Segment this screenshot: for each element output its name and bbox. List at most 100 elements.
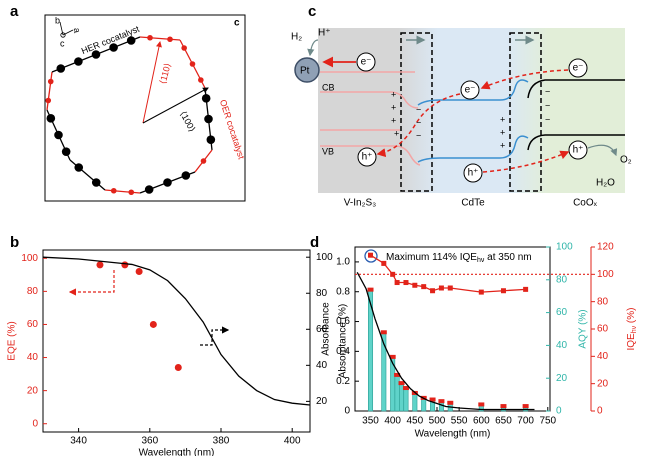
data-marker: [447, 285, 453, 291]
cocatalyst-dot: [181, 45, 187, 51]
data-point: [96, 261, 104, 269]
oxygen: O₂: [620, 155, 632, 166]
panel-label: d: [310, 234, 319, 251]
highlight-circle: [364, 249, 378, 263]
y-tick-label: 100: [316, 252, 333, 263]
charge: −: [545, 114, 550, 124]
transfer-path: [482, 150, 570, 173]
cocatalyst-dot: [200, 158, 207, 164]
bar: [412, 392, 418, 412]
cocatalyst-dot: [91, 178, 101, 187]
panel-a: a b a c c ⟨110⟩ ⟨100⟩ HER cocatalyst OER…: [10, 3, 247, 202]
region-coox: [548, 28, 625, 193]
panel-c: c Pt H⁺ H₂ CB VB e⁻ h⁺ e⁻ h⁺ e⁻: [291, 3, 632, 209]
cocatalyst-dot: [46, 114, 56, 123]
y-tick-label: 0: [597, 406, 603, 417]
cocatalyst-dot: [144, 185, 154, 194]
cocatalyst-dot: [56, 64, 66, 73]
bar-marker: [394, 372, 401, 377]
facet: [104, 189, 141, 194]
bar-marker: [402, 386, 409, 391]
data-point: [149, 320, 157, 328]
cocatalyst-dot: [163, 178, 172, 187]
charge: +: [500, 114, 505, 124]
y-tick-label: 100: [597, 269, 614, 280]
h2-arrow: [307, 39, 319, 57]
cb-label: CB: [322, 82, 335, 92]
charge: −: [416, 117, 421, 127]
pt-label: Pt: [300, 66, 310, 77]
axis-pointer: [200, 326, 230, 346]
vb-band: [320, 129, 421, 166]
y-tick-label: 20: [556, 373, 568, 384]
bar-marker: [389, 354, 396, 359]
cocatalyst-dot: [47, 78, 54, 85]
x-tick-label: 650: [495, 416, 512, 427]
cocatalyst-dot: [74, 163, 84, 172]
cocatalyst-dot: [110, 187, 117, 194]
y-tick-label: 60: [556, 307, 568, 318]
x-tick-label: 750: [539, 416, 556, 427]
bar-marker: [500, 404, 507, 409]
cocatalyst-dot: [198, 77, 204, 83]
label-part: at 350 nm: [484, 252, 531, 263]
charge: +: [391, 89, 396, 99]
label-part: (%): [626, 308, 637, 326]
y-tick-label: 40: [597, 351, 609, 362]
crystal-outline: [45, 34, 216, 196]
bar-marker: [438, 399, 445, 404]
y-tick-label: 80: [597, 296, 609, 307]
cocatalyst-dot: [126, 36, 136, 45]
y-axis-label: EQE (%): [7, 321, 18, 360]
data-point: [174, 363, 182, 371]
charge: −: [545, 100, 550, 110]
x-tick-label: 450: [406, 416, 423, 427]
y-tick-label: 40: [556, 340, 568, 351]
cocatalyst-dot: [147, 34, 153, 41]
bar-marker: [380, 330, 387, 335]
coox-band: [527, 79, 625, 151]
y-tick-label: 60: [597, 324, 609, 335]
x-tick-label: 400: [284, 436, 301, 447]
y-tick-label: 0.2: [336, 376, 350, 387]
charge: −: [416, 130, 421, 140]
axis-label: a: [72, 27, 83, 34]
charge: −: [545, 86, 550, 96]
data-marker: [368, 252, 374, 258]
facet: [69, 159, 106, 191]
y-tick-label: 80: [27, 286, 39, 297]
x-tick-label: 700: [517, 416, 534, 427]
direction-arrow: [142, 87, 209, 124]
data-marker: [412, 282, 418, 288]
transfer-path: [376, 93, 461, 158]
y-axis-label: Absorptance (%): [338, 304, 349, 378]
panel-label: c: [308, 3, 316, 20]
y-tick-label: 100: [556, 242, 573, 253]
material-label: V-In₂S₃: [344, 198, 376, 209]
bar-marker: [522, 404, 529, 409]
data-marker: [421, 284, 427, 290]
y-tick-label: 0: [32, 418, 38, 429]
proton: H⁺: [318, 28, 331, 39]
x-tick-label: 550: [451, 416, 468, 427]
charge: +: [391, 115, 396, 125]
electron: e⁻: [465, 85, 476, 96]
cocatalyst-dot: [91, 50, 101, 59]
bar-marker: [447, 400, 454, 405]
y-tick-label: 60: [316, 324, 328, 335]
cocatalyst-dot: [167, 36, 173, 43]
x-tick-label: 340: [70, 436, 87, 447]
bar-marker: [478, 402, 485, 407]
axis-label: b: [55, 15, 60, 25]
interface-box: [400, 32, 433, 192]
x-axis-label: Wavelength (nm): [415, 429, 491, 440]
y-tick-label: 0: [556, 406, 562, 417]
cocatalyst-dot: [128, 189, 135, 196]
direction-label: ⟨100⟩: [178, 109, 197, 133]
data-marker: [390, 271, 396, 277]
hole: h⁺: [362, 152, 373, 163]
x-tick-label: 500: [429, 416, 446, 427]
o2-arrow: [587, 144, 618, 157]
data-marker: [430, 288, 436, 294]
